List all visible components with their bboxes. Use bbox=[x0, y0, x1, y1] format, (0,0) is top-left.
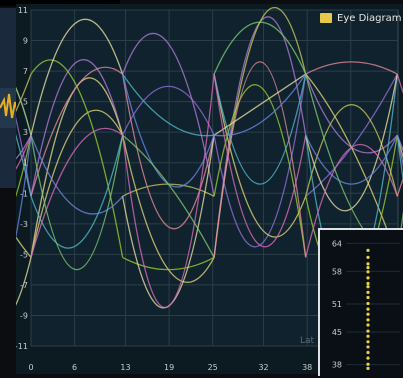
x-tick-label: 6 bbox=[72, 363, 77, 372]
y-tick-label: -11 bbox=[16, 342, 28, 351]
eye-trace bbox=[0, 135, 32, 235]
eye-trace bbox=[121, 74, 215, 308]
y-tick-label: 1 bbox=[23, 159, 28, 168]
inset-data-point bbox=[366, 356, 370, 360]
eye-trace bbox=[305, 143, 398, 258]
eye-trace bbox=[30, 109, 124, 258]
inset-tick-labels: 64 58 51 45 38 bbox=[332, 239, 342, 369]
annotation-text: Lat bbox=[300, 336, 315, 346]
inset-data-point bbox=[366, 345, 370, 349]
eye-trace bbox=[30, 135, 124, 271]
y-tick-label: 9 bbox=[23, 37, 28, 46]
inset-data-point bbox=[366, 248, 370, 252]
eye-trace bbox=[213, 61, 307, 258]
inset-data-point bbox=[366, 266, 370, 270]
eye-trace bbox=[213, 73, 307, 238]
inset-data-point bbox=[366, 350, 370, 355]
inset-grid bbox=[346, 242, 400, 366]
eye-trace bbox=[30, 18, 124, 136]
legend[interactable]: Eye Diagram bbox=[320, 10, 402, 26]
eye-trace bbox=[122, 256, 215, 271]
y-tick-label: -7 bbox=[20, 281, 28, 290]
eye-trace bbox=[305, 134, 398, 185]
x-tick-label: 19 bbox=[164, 363, 174, 372]
eye-trace bbox=[213, 73, 307, 185]
x-tick-label: 0 bbox=[28, 363, 33, 372]
inset-data-point bbox=[366, 334, 370, 338]
y-tick-label: -1 bbox=[20, 189, 28, 198]
eye-trace bbox=[0, 134, 32, 187]
inset-data-point bbox=[366, 329, 370, 333]
x-tick-label: 13 bbox=[120, 363, 130, 372]
inset-data-point bbox=[366, 323, 370, 327]
inset-points bbox=[366, 248, 370, 370]
y-tick-label: 11 bbox=[18, 6, 28, 15]
legend-label: Eye Diagram bbox=[337, 12, 402, 24]
eye-trace bbox=[213, 73, 307, 136]
eye-trace bbox=[0, 134, 32, 170]
inset-y-tick-label: 45 bbox=[332, 328, 342, 337]
inset-data-point bbox=[366, 262, 370, 266]
eye-trace bbox=[213, 84, 307, 258]
inset-data-point bbox=[366, 340, 370, 344]
inset-data-point bbox=[366, 290, 370, 294]
inset-y-tick-label: 38 bbox=[332, 361, 342, 370]
inset-y-tick-label: 64 bbox=[332, 239, 342, 248]
traces bbox=[0, 7, 403, 322]
eye-trace bbox=[0, 62, 32, 136]
y-tick-label: -9 bbox=[20, 311, 28, 320]
x-tick-label: 38 bbox=[302, 363, 312, 372]
inset-data-point bbox=[366, 307, 370, 311]
x-tick-label: 25 bbox=[208, 363, 218, 372]
x-tick-label: 32 bbox=[258, 363, 268, 372]
inset-data-point bbox=[366, 285, 370, 289]
eye-trace bbox=[122, 134, 215, 258]
eye-trace bbox=[213, 74, 307, 248]
eye-trace bbox=[305, 61, 398, 75]
y-tick-label: 7 bbox=[23, 67, 28, 76]
inset-data-point bbox=[366, 301, 370, 306]
inset-data-point bbox=[366, 270, 370, 274]
eye-trace bbox=[0, 64, 32, 197]
eye-trace bbox=[121, 32, 215, 197]
eye-trace bbox=[0, 210, 32, 258]
legend-swatch bbox=[320, 13, 332, 23]
inset-scatter-svg: 64 58 51 45 38 bbox=[320, 230, 403, 374]
eye-trace bbox=[213, 21, 307, 75]
y-tick-label: -5 bbox=[20, 250, 28, 259]
inset-data-point bbox=[366, 255, 370, 259]
eye-trace bbox=[0, 135, 32, 297]
eye-trace bbox=[30, 134, 124, 215]
inset-scatter-panel: 64 58 51 45 38 bbox=[318, 228, 403, 376]
y-tick-label: -3 bbox=[20, 220, 28, 229]
eye-trace bbox=[122, 73, 215, 137]
background-window-strip bbox=[0, 0, 120, 6]
eye-trace bbox=[305, 104, 398, 197]
eye-trace bbox=[30, 135, 124, 249]
inset-data-point bbox=[366, 295, 370, 300]
inset-y-tick-label: 58 bbox=[332, 267, 342, 276]
inset-data-point bbox=[366, 318, 370, 322]
inset-data-point bbox=[366, 312, 370, 316]
eye-trace bbox=[121, 73, 215, 230]
inset-y-tick-label: 51 bbox=[332, 300, 342, 309]
eye-trace bbox=[0, 257, 32, 322]
eye-trace bbox=[0, 87, 32, 197]
inset-background bbox=[320, 230, 403, 374]
inset-data-point bbox=[366, 362, 370, 366]
inset-data-point bbox=[366, 366, 370, 370]
eye-trace bbox=[30, 127, 124, 258]
y-tick-label: 3 bbox=[23, 128, 28, 137]
y-tick-label: 5 bbox=[23, 98, 28, 107]
eye-trace bbox=[30, 59, 124, 197]
inset-data-point bbox=[366, 276, 370, 280]
inset-data-point bbox=[366, 281, 370, 286]
